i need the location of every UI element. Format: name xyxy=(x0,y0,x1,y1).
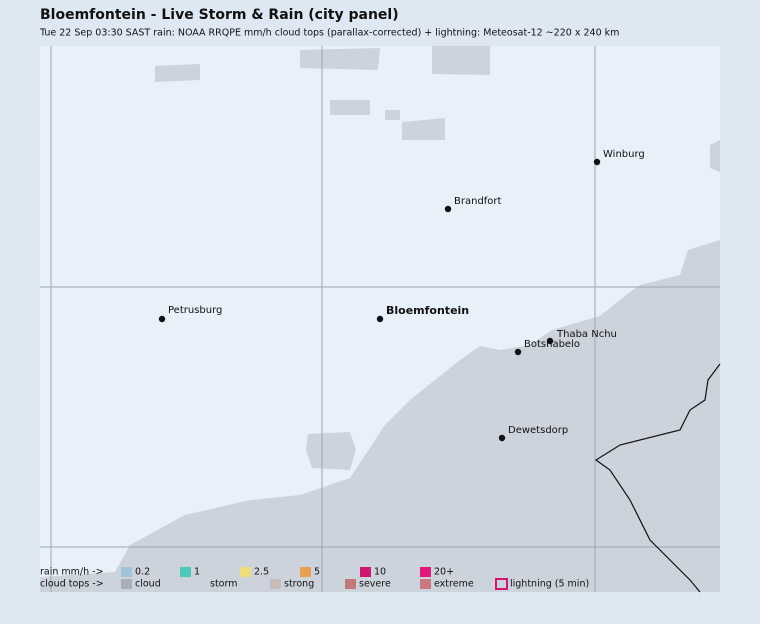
legend-swatch xyxy=(420,579,431,589)
legend-swatch xyxy=(270,579,281,589)
legend-swatch xyxy=(180,567,191,577)
legend-row-label: rain mm/h -> xyxy=(40,567,104,578)
legend-swatch xyxy=(121,579,132,589)
legend-label: 10 xyxy=(374,567,386,578)
place-label: Brandfort xyxy=(454,196,502,207)
legend-swatch xyxy=(300,567,311,577)
legend-label: severe xyxy=(359,579,391,590)
place-dot xyxy=(444,205,452,213)
title: Bloemfontein - Live Storm & Rain (city p… xyxy=(40,7,399,23)
place-dot xyxy=(514,348,522,356)
legend-label: extreme xyxy=(434,579,474,590)
legend-label: strong xyxy=(284,579,314,590)
place-dot xyxy=(593,158,601,166)
legend-swatch xyxy=(495,578,508,590)
border xyxy=(594,363,721,593)
legend-label: lightning (5 min) xyxy=(510,579,589,590)
legend-label: 5 xyxy=(314,567,320,578)
place-label: Petrusburg xyxy=(168,305,222,316)
legend-label: 2.5 xyxy=(254,567,269,578)
place-dot xyxy=(498,434,506,442)
legend-swatch xyxy=(121,567,132,577)
place-label: Thaba Nchu xyxy=(556,329,617,340)
legend-label: 1 xyxy=(194,567,200,578)
legend-swatch xyxy=(240,567,251,577)
legend-swatch xyxy=(196,579,207,589)
legend-label: storm xyxy=(210,579,237,590)
legend-label: cloud xyxy=(135,579,161,590)
place-label: Dewetsdorp xyxy=(508,425,568,436)
place-dot xyxy=(376,315,384,323)
place-label: Botshabelo xyxy=(524,339,580,350)
legend-swatch xyxy=(345,579,356,589)
place-dot xyxy=(546,337,554,345)
place-dot xyxy=(158,315,166,323)
subtitle: Tue 22 Sep 03:30 SAST rain: NOAA RRQPE m… xyxy=(39,28,619,39)
legend-label: 20+ xyxy=(434,567,454,578)
cloud-cover xyxy=(40,46,720,592)
legend-row-label: cloud tops -> xyxy=(40,579,104,590)
legend-swatch xyxy=(420,567,431,577)
place-label: Winburg xyxy=(603,149,645,160)
legend-label: 0.2 xyxy=(135,567,150,578)
legend-swatch xyxy=(360,567,371,577)
place-label: Bloemfontein xyxy=(386,304,469,317)
graticule xyxy=(40,46,720,592)
